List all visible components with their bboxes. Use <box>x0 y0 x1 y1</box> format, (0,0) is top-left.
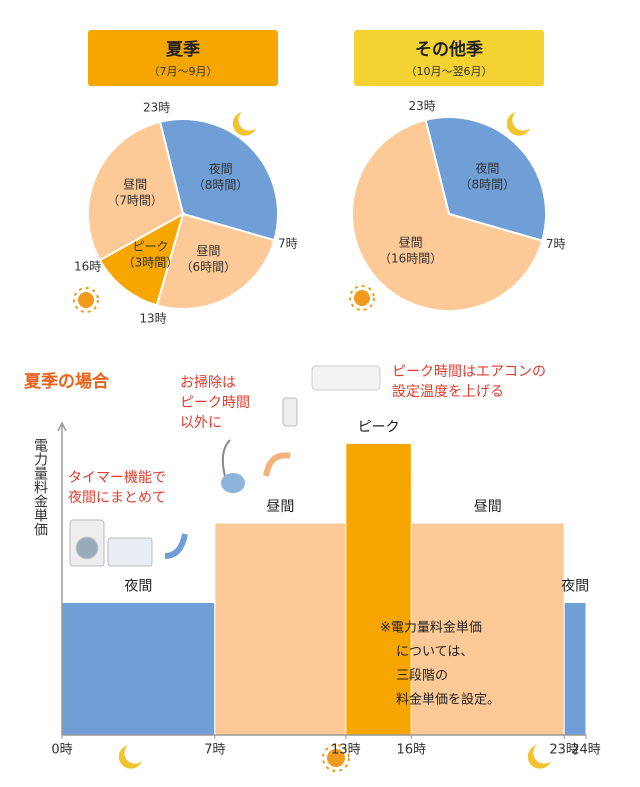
sun-icon <box>73 285 375 772</box>
segment-label: 昼間 <box>266 499 294 515</box>
segment-label: 夜間 <box>561 579 589 595</box>
appliance-icons <box>69 365 381 567</box>
chart-title: 夏季の場合 <box>24 371 110 392</box>
y-axis-arrow <box>57 421 67 432</box>
boundary-label: 7時 <box>278 237 298 251</box>
season-subtitle: （7月〜9月） <box>149 65 218 78</box>
annotation: 以外に <box>180 415 222 431</box>
boundary-label: 23時 <box>409 99 436 113</box>
pie-slice <box>98 211 185 307</box>
annotation: 料金単価を設定。 <box>396 692 500 708</box>
slice-label: 昼間 <box>399 236 423 250</box>
annotation: 夜間にまとめて <box>68 490 166 506</box>
boundary-label: 23時 <box>143 101 170 115</box>
boundary-label: 13時 <box>139 311 166 325</box>
pie-slice <box>87 120 185 262</box>
price-bar <box>61 602 216 736</box>
annotation: お掃除は <box>180 374 236 391</box>
segment-label: ピーク <box>358 420 400 436</box>
slice-value-label: （6時間） <box>181 260 237 274</box>
x-tick-label: 24時 <box>571 743 601 758</box>
pie-slice <box>424 116 547 242</box>
boundary-label: 7時 <box>546 237 566 251</box>
annotation: については、 <box>396 645 473 660</box>
slice-label: ピーク <box>132 239 168 253</box>
annotation: タイマー機能で <box>68 470 166 486</box>
season-header <box>88 30 278 86</box>
boundary-label: 16時 <box>74 259 101 273</box>
segment-label: 昼間 <box>474 499 502 515</box>
slice-value-label: （8時間） <box>460 177 516 191</box>
x-tick-label: 7時 <box>204 743 225 758</box>
y-axis-label: 電力量料金単価 <box>32 438 48 536</box>
pie-slice <box>351 118 544 312</box>
price-bar <box>563 602 587 736</box>
price-bar <box>410 522 565 736</box>
price-bar <box>345 443 412 736</box>
x-tick-label: 16時 <box>397 743 427 758</box>
annotation: ピーク時間 <box>180 395 250 411</box>
slice-value-label: （7時間） <box>107 194 163 208</box>
annotation: 三段階の <box>396 669 448 684</box>
moon-icon <box>118 112 551 769</box>
season-title: 夏季 <box>166 39 200 60</box>
slice-value-label: （16時間） <box>379 252 442 266</box>
annotation: ※電力量料金単価 <box>380 620 482 636</box>
pie-slice <box>155 212 276 310</box>
price-bar <box>214 522 347 736</box>
season-header <box>354 30 544 86</box>
slice-value-label: （3時間） <box>123 255 179 269</box>
season-subtitle: （10月〜翌6月） <box>406 65 493 78</box>
x-tick-label: 0時 <box>51 743 72 758</box>
slice-label: 夜間 <box>475 160 499 175</box>
x-tick-label: 13時 <box>331 743 361 758</box>
x-tick-label: 23時 <box>549 743 579 758</box>
slice-label: 昼間 <box>123 178 147 192</box>
slice-label: 昼間 <box>196 244 220 258</box>
annotation: ピーク時間はエアコンの <box>392 364 546 380</box>
pie-slice <box>158 118 279 242</box>
segment-label: 夜間 <box>124 579 152 595</box>
slice-label: 夜間 <box>209 161 233 176</box>
slice-value-label: （8時間） <box>193 178 249 192</box>
annotation: 設定温度を上げる <box>392 384 504 400</box>
season-title: その他季 <box>415 39 483 60</box>
